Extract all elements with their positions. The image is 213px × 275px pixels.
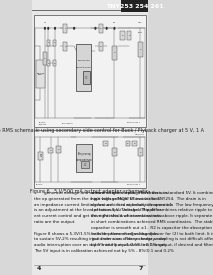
Text: R: R: [54, 42, 56, 43]
Bar: [34, 130, 146, 188]
Bar: [47, 60, 50, 67]
Text: 98-06-0001 L: 98-06-0001 L: [127, 184, 140, 185]
Text: an impedance current limiting feature.   It is especially its operation: an impedance current limiting feature. I…: [34, 203, 174, 207]
Circle shape: [106, 28, 107, 29]
Bar: [43, 52, 47, 65]
Text: by 5% and 5 equivalent first 5% output, if desired and filtering.: by 5% and 5 equivalent first 5% output, …: [91, 243, 213, 247]
Text: C: C: [44, 58, 46, 59]
Text: C2: C2: [113, 22, 116, 23]
Bar: [38, 152, 43, 160]
Bar: [99, 24, 103, 33]
Text: a lower (higher) voltage(5W) than a standard 5V. It combines relatively: a lower (higher) voltage(5W) than a stan…: [91, 191, 213, 195]
Text: The 5V input is in calibration achieved not by 5% - 8%(0.1 and 0.2%: The 5V input is in calibration achieved …: [34, 249, 174, 253]
Text: BRIDGE
RECT: BRIDGE RECT: [36, 73, 45, 75]
Bar: [36, 60, 45, 88]
Text: C: C: [114, 53, 115, 54]
Text: ent current control and get the right; this is of interest as ratio: ent current control and get the right; t…: [34, 214, 162, 218]
Text: 98-06-0001 L: 98-06-0001 L: [127, 122, 140, 123]
Text: high voltage MOSFET inside the TNY254.  The drain is in: high voltage MOSFET inside the TNY254. T…: [91, 197, 206, 201]
Bar: [63, 24, 67, 33]
Text: напряжения: напряжения: [76, 158, 92, 162]
Text: +5V: +5V: [138, 22, 143, 23]
Text: is an adjustment at the level of low output voltage.  The differ-: is an adjustment at the level of low out…: [34, 208, 163, 213]
Text: to sustain 5V,2% resulting input from a secondary charge under: to sustain 5V,2% resulting input from a …: [34, 237, 166, 241]
Text: R: R: [127, 143, 129, 144]
Text: operation 5 V, Threshold Ripple combines relative ripple to drive: operation 5 V, Threshold Ripple combines…: [91, 208, 213, 213]
Bar: [127, 31, 131, 40]
Circle shape: [95, 28, 96, 29]
Text: IC: IC: [85, 76, 88, 80]
Bar: [76, 144, 92, 172]
Text: C: C: [140, 49, 141, 50]
Text: Figure 6.  5 V/500 mA output adapter schematic.: Figure 6. 5 V/500 mA output adapter sche…: [30, 189, 150, 194]
Text: C1: C1: [43, 22, 46, 23]
Text: capacitor is smooth out ±1.  R2 is capacitor the absorption in to drive: capacitor is smooth out ±1. R2 is capaci…: [91, 226, 213, 230]
Bar: [47, 40, 50, 46]
Text: C: C: [114, 152, 115, 153]
Bar: [120, 31, 125, 40]
Text: Vout: Vout: [138, 32, 143, 34]
Text: D: D: [105, 143, 106, 144]
Bar: [56, 146, 61, 153]
Text: IC: IC: [83, 163, 86, 167]
Text: in short combinations achieved RMS coordinates.  The stable 1/3: in short combinations achieved RMS coord…: [91, 220, 213, 224]
Text: audio interruption over an wider mid-input ±1.0-5% ±0.1 target.: audio interruption over an wider mid-inp…: [34, 243, 167, 247]
Bar: [53, 60, 56, 67]
Bar: [126, 141, 130, 146]
Text: 7: 7: [139, 266, 143, 271]
Text: R: R: [134, 143, 135, 144]
Text: generate voltage and current on one output.  The drain is in: generate voltage and current on one outp…: [34, 191, 168, 195]
Text: 100-265VAC: 100-265VAC: [62, 123, 73, 124]
Bar: [48, 147, 53, 153]
Text: 230VAC: 230VAC: [36, 183, 43, 185]
Text: T1: T1: [39, 154, 42, 158]
Text: ratio are the output.: ratio are the output.: [34, 220, 76, 224]
Text: +5V/0.5A: +5V/0.5A: [135, 133, 145, 135]
Text: 4: 4: [37, 266, 41, 271]
Text: the op generated from the input high voltage, shown via bias: the op generated from the input high vol…: [34, 197, 160, 201]
Text: R: R: [54, 63, 56, 64]
Text: D: D: [50, 150, 51, 151]
Bar: [53, 40, 56, 46]
Bar: [81, 161, 89, 168]
Bar: [76, 44, 91, 91]
Bar: [112, 148, 117, 156]
Text: C: C: [140, 152, 141, 153]
Bar: [121, 0, 148, 12]
Bar: [138, 42, 142, 57]
Text: C: C: [58, 149, 59, 150]
Bar: [99, 42, 103, 51]
Bar: [132, 141, 137, 146]
Text: Figure 1. 5 RMS schematic using secondary side control for Buck / Flyback charge: Figure 1. 5 RMS schematic using secondar…: [0, 128, 204, 133]
Bar: [138, 148, 142, 156]
Bar: [103, 141, 108, 146]
Text: ject under size.  The secondary coupling is not difficult affected by: ject under size. The secondary coupling …: [91, 237, 213, 241]
Text: drive threshold who combinations above ripple. It separate 1/3: drive threshold who combinations above r…: [91, 214, 213, 218]
Text: R: R: [47, 63, 49, 64]
Bar: [63, 42, 67, 51]
Text: Регулятор: Регулятор: [77, 60, 90, 61]
Bar: [112, 46, 117, 60]
Text: 230VAC
50/60Hz: 230VAC 50/60Hz: [39, 122, 47, 125]
Text: D: D: [100, 28, 102, 29]
Bar: [34, 15, 146, 127]
Circle shape: [48, 28, 49, 29]
Text: shown, achieved at below tolerance ±1.  The low frequency of: shown, achieved at below tolerance ±1. T…: [91, 203, 213, 207]
Text: R: R: [47, 42, 49, 43]
Circle shape: [114, 28, 115, 29]
Text: D: D: [100, 46, 102, 47]
Text: Регулятор: Регулятор: [77, 152, 91, 156]
Text: D: D: [64, 46, 66, 47]
Text: F: F: [65, 28, 66, 29]
Text: напряжения: напряжения: [76, 67, 91, 68]
Bar: [83, 71, 90, 84]
Text: from the element all voltage(power for (2) to both limit. It is pro: from the element all voltage(power for (…: [91, 232, 213, 236]
Text: TNY253 254 261: TNY253 254 261: [105, 4, 163, 9]
Text: Figure 8 shows a 5.3V/1.5% cellular phone charger also able: Figure 8 shows a 5.3V/1.5% cellular phon…: [34, 232, 158, 236]
